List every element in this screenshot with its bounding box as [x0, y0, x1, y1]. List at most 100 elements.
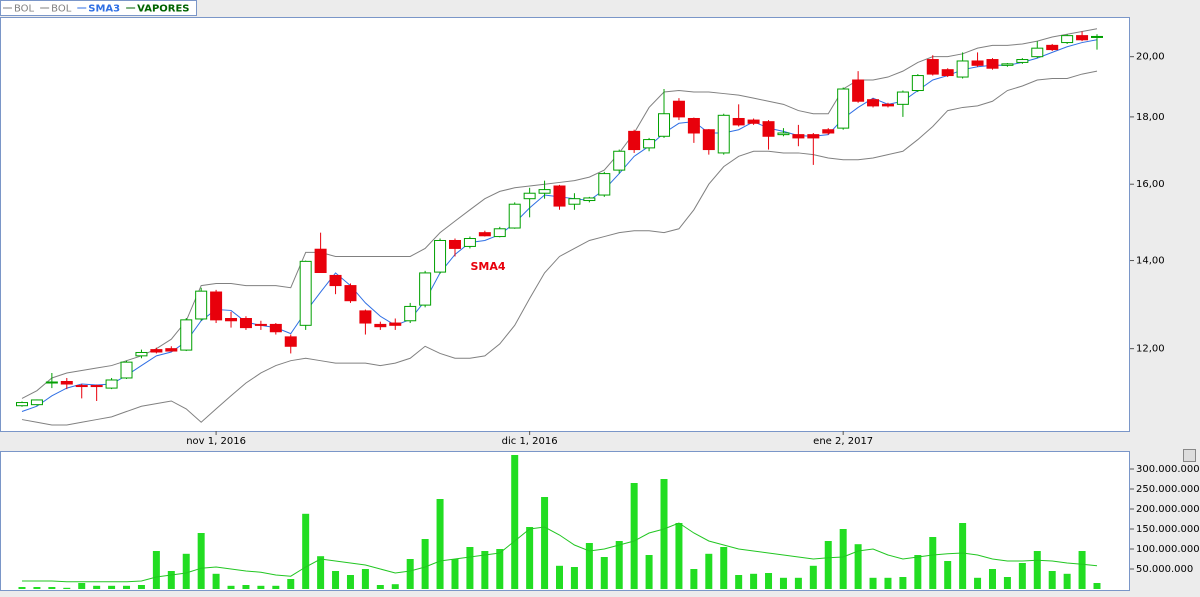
candle-body — [583, 197, 596, 202]
y-tick-label: 18,00 — [1136, 112, 1165, 123]
y-tick-label: 12,00 — [1136, 344, 1165, 355]
candle-body — [404, 305, 417, 322]
volume-bar — [675, 523, 683, 589]
volume-bar — [720, 547, 728, 589]
volume-bar — [257, 585, 265, 589]
volume-bar — [570, 567, 578, 589]
candle-body — [165, 348, 178, 352]
candle-body — [1001, 63, 1014, 66]
candle-body — [478, 232, 491, 237]
volume-bar — [511, 455, 519, 589]
candle-body — [837, 88, 850, 129]
candle-body — [598, 173, 611, 196]
candle-body — [329, 274, 342, 287]
volume-bar — [78, 583, 86, 589]
volume-bar — [48, 587, 56, 589]
volume-bar — [600, 557, 608, 589]
volume-average — [22, 522, 1098, 583]
candle-body — [792, 134, 805, 139]
volume-bar — [376, 585, 384, 589]
candle-body — [613, 150, 626, 171]
x-tick-label: nov 1, 2016 — [186, 436, 246, 447]
candle-body — [762, 121, 775, 137]
volume-bar — [391, 584, 399, 589]
volume-bar — [988, 569, 996, 589]
candle-body — [1076, 35, 1089, 41]
candle-body — [269, 323, 282, 333]
candle-body — [389, 322, 402, 326]
annotation: SMA4 — [470, 260, 505, 273]
candle-body — [687, 117, 700, 134]
volume-bar — [1048, 571, 1056, 589]
candle-body — [867, 99, 880, 107]
y-tick-label: 100.000.000 — [1136, 544, 1200, 555]
y-tick-label: 200.000.000 — [1136, 504, 1200, 515]
candle-body — [30, 399, 43, 406]
candle-body — [299, 260, 312, 326]
candle-body — [284, 336, 297, 347]
candle-body — [1091, 35, 1103, 38]
volume-bar — [496, 549, 504, 589]
candle-body — [1046, 44, 1059, 51]
volume-bar — [451, 559, 459, 589]
volume-bar — [1003, 577, 1011, 589]
candle-body — [643, 139, 656, 149]
volume-bar — [302, 513, 310, 589]
volume-bar — [526, 527, 534, 589]
volume-bar — [421, 539, 429, 589]
candle-body — [493, 228, 506, 238]
candle-body — [1031, 47, 1044, 58]
candle-body — [986, 59, 999, 69]
volume-bar — [585, 543, 593, 589]
volume-bar — [645, 555, 653, 589]
candle-body — [852, 79, 865, 102]
y-tick-label: 250.000.000 — [1136, 484, 1200, 495]
volume-bar — [1093, 583, 1101, 589]
candle-body — [225, 318, 238, 322]
candle-body — [538, 189, 551, 194]
volume-bar — [660, 479, 668, 589]
volume-bar — [332, 571, 340, 589]
candle-body — [732, 117, 745, 126]
volume-bar — [108, 585, 116, 589]
x-tick-label: ene 2, 2017 — [813, 436, 873, 447]
volume-bar — [541, 497, 549, 589]
candle-body — [448, 239, 461, 249]
volume-bar — [1018, 563, 1026, 589]
candle-body — [777, 132, 790, 136]
candle-body — [344, 285, 357, 302]
line-bol — [21, 28, 1098, 399]
candle-body — [150, 349, 163, 353]
candle-body — [419, 272, 432, 306]
volume-bar — [317, 556, 325, 589]
candle-body — [195, 290, 208, 320]
volume-bar — [914, 555, 922, 589]
volume-bar — [406, 559, 414, 589]
volume-bar — [346, 575, 354, 589]
volume-bar — [705, 553, 713, 589]
volume-bar — [137, 585, 145, 589]
volume-bar — [1033, 551, 1041, 589]
volume-bar — [854, 544, 862, 589]
candle-body — [941, 69, 954, 77]
candle-body — [628, 130, 641, 151]
volume-bar — [556, 565, 563, 589]
candle-body — [120, 361, 133, 379]
volume-bar — [197, 533, 205, 589]
candle-body — [717, 114, 730, 154]
volume-bar — [974, 577, 982, 589]
candle-body — [881, 103, 894, 107]
volume-bar — [436, 499, 444, 589]
volume-bar — [839, 529, 847, 589]
volume-bar — [735, 575, 743, 589]
volume-bar — [93, 585, 101, 589]
volume-bar — [899, 577, 907, 589]
volume-bar — [212, 573, 220, 589]
panel-button[interactable] — [1183, 449, 1196, 462]
legend-label: BOL — [51, 4, 72, 15]
volume-bar — [690, 569, 698, 589]
candle-body — [210, 291, 223, 321]
volume-bar — [182, 553, 190, 589]
volume-bar — [1078, 551, 1086, 589]
